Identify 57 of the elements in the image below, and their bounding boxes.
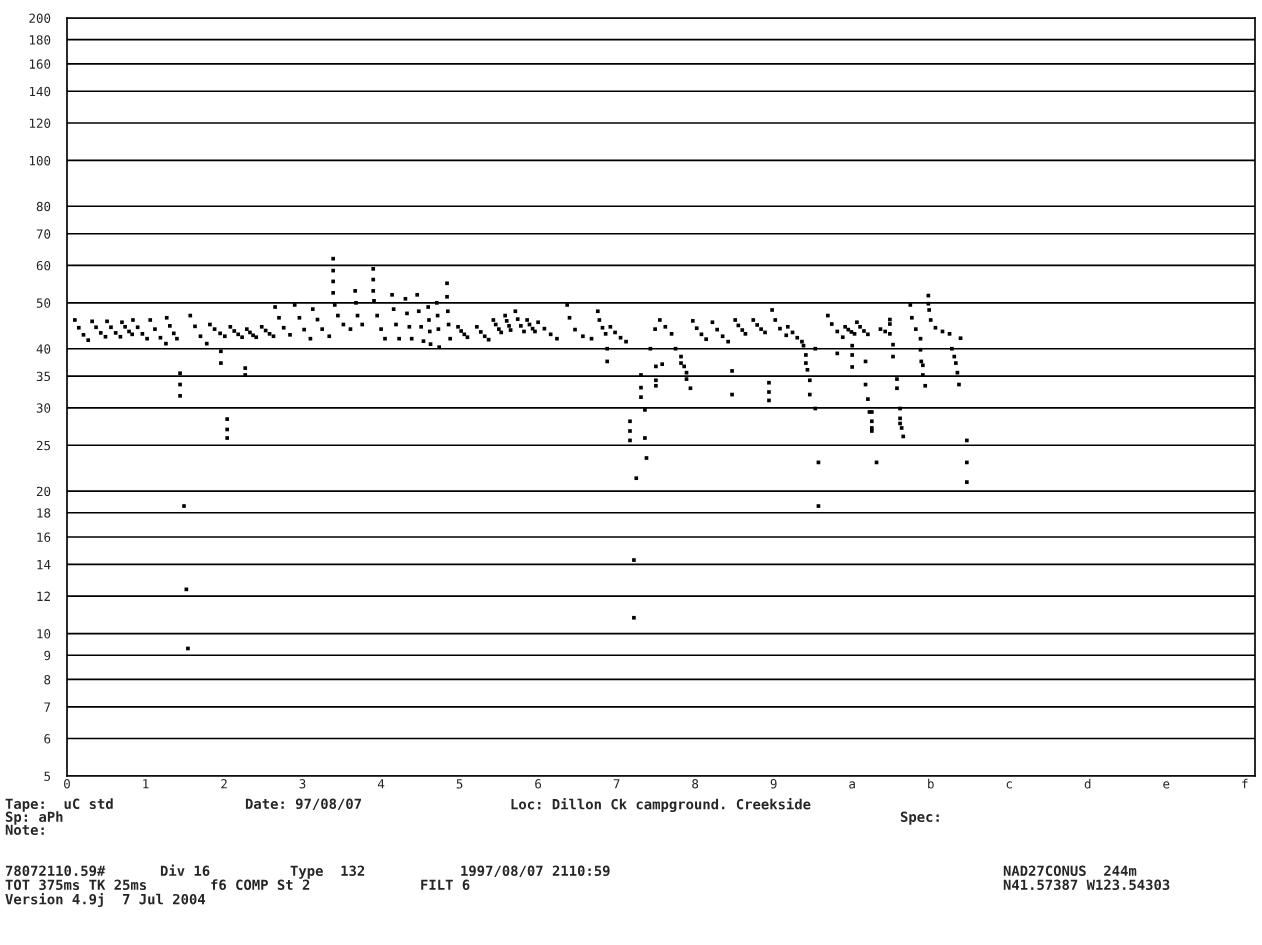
x-tick-label: 5 bbox=[456, 779, 463, 789]
x-tick-label: c bbox=[1006, 781, 1012, 789]
y-tick-label: 30 bbox=[36, 403, 51, 413]
text: Spec: bbox=[900, 811, 939, 825]
y-tick-label: 10 bbox=[37, 629, 51, 639]
y-tick-label: 12 bbox=[37, 591, 50, 601]
y-tick-label: 35 bbox=[36, 371, 51, 382]
y-tick-label: 80 bbox=[36, 201, 51, 212]
x-tick-label: 6 bbox=[535, 779, 542, 789]
text: TOT 375ms TK 25ms bbox=[5, 879, 147, 891]
y-tick-label: 200 bbox=[29, 13, 51, 23]
x-tick-label: 3 bbox=[299, 779, 306, 789]
text: Tape: uC std bbox=[5, 798, 113, 812]
text: Type 132 bbox=[290, 865, 365, 879]
y-tick-label: 180 bbox=[29, 35, 51, 45]
text: 78072110.59# bbox=[5, 865, 106, 877]
y-tick-label: 40 bbox=[36, 344, 51, 354]
y-tick-label: 8 bbox=[44, 674, 51, 685]
text: Loc: Dillon Ck campground. Creekside bbox=[511, 797, 811, 813]
y-tick-label: 18 bbox=[37, 508, 51, 518]
y-tick-label: 5 bbox=[44, 771, 51, 781]
y-tick-label: 6 bbox=[44, 734, 51, 744]
text: N41.57387 W123.54303 bbox=[1003, 879, 1170, 891]
x-tick-label: 0 bbox=[64, 779, 70, 789]
x-tick-label: b bbox=[928, 778, 934, 789]
y-tick-label: 9 bbox=[44, 650, 51, 661]
text: Note: bbox=[5, 824, 44, 836]
y-tick-label: 60 bbox=[36, 260, 51, 271]
y-tick-label: 140 bbox=[29, 86, 51, 97]
y-tick-label: 16 bbox=[37, 532, 51, 542]
text: f6 COMP St 2 bbox=[211, 879, 310, 891]
text: Date: 97/08/07 bbox=[245, 798, 362, 811]
y-tick-label: 70 bbox=[36, 229, 51, 239]
x-tick-label: 9 bbox=[770, 779, 777, 789]
text: NAD27CONUS 244m bbox=[1003, 865, 1137, 877]
y-tick-label: 160 bbox=[29, 59, 51, 69]
x-tick-label: 1 bbox=[143, 779, 149, 789]
x-tick-label: 4 bbox=[377, 779, 385, 789]
y-tick-label: 20 bbox=[36, 486, 51, 497]
y-tick-label: 14 bbox=[37, 560, 51, 570]
text: 1997/08/07 2110:59 bbox=[461, 865, 610, 878]
y-tick-label: 7 bbox=[44, 702, 51, 712]
text: Div 16 bbox=[160, 864, 210, 877]
x-tick-label: 2 bbox=[221, 779, 227, 789]
x-tick-label: d bbox=[1084, 778, 1091, 789]
y-tick-label: 120 bbox=[29, 118, 51, 128]
text: FILT 6 bbox=[421, 879, 470, 891]
y-tick-label: 25 bbox=[36, 440, 51, 451]
text: Version 4.9j 7 Jul 2004 bbox=[5, 892, 206, 908]
x-tick-label: e bbox=[1163, 781, 1170, 789]
text: Sp: aPh bbox=[5, 811, 63, 825]
y-tick-label: 50 bbox=[36, 298, 51, 308]
y-tick-label: 100 bbox=[29, 155, 51, 166]
x-tick-label: 8 bbox=[692, 779, 699, 789]
x-tick-label: f bbox=[1242, 778, 1248, 789]
x-tick-label: 7 bbox=[613, 779, 620, 789]
x-tick-label: a bbox=[849, 781, 855, 789]
